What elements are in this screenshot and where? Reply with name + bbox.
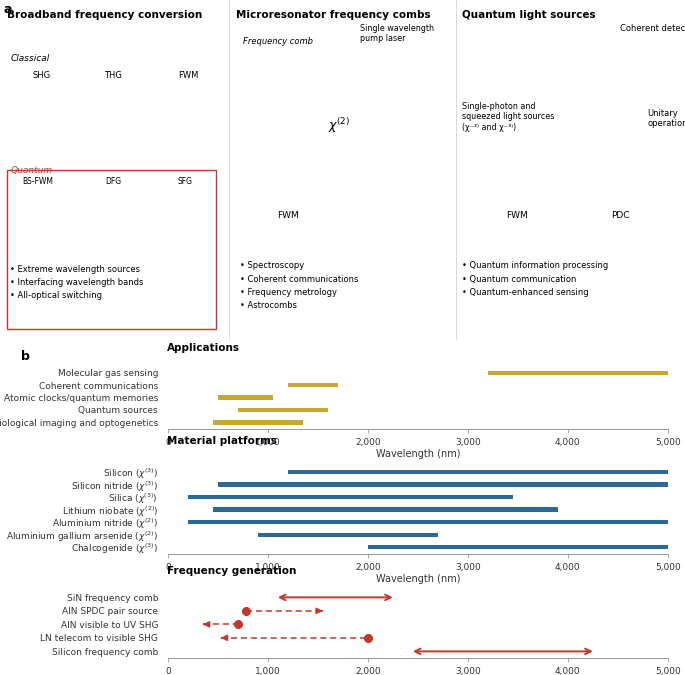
Bar [238, 408, 328, 412]
Text: SFG: SFG [177, 177, 192, 186]
Text: • Extreme wavelength sources
• Interfacing wavelength bands
• All-optical switch: • Extreme wavelength sources • Interfaci… [10, 265, 144, 300]
Text: $\chi^{(2)}$: $\chi^{(2)}$ [328, 116, 350, 135]
Text: Coherent detection: Coherent detection [620, 24, 685, 33]
Text: THG: THG [104, 72, 122, 80]
Text: Microresonator frequency combs: Microresonator frequency combs [236, 10, 431, 20]
Bar [288, 470, 668, 475]
Text: SHG: SHG [32, 72, 50, 80]
Text: Frequency generation: Frequency generation [167, 566, 296, 576]
Text: BS-FWM: BS-FWM [22, 177, 53, 186]
Text: PDC: PDC [610, 211, 630, 219]
Text: Quantum: Quantum [10, 166, 52, 176]
Bar [213, 421, 303, 425]
X-axis label: Wavelength (nm): Wavelength (nm) [375, 574, 460, 585]
Bar [488, 371, 668, 375]
Text: a: a [3, 3, 12, 16]
Text: Material platforms: Material platforms [167, 437, 277, 446]
Text: Single wavelength
pump laser: Single wavelength pump laser [360, 24, 434, 43]
Text: FWM: FWM [506, 211, 528, 219]
Bar [213, 508, 558, 512]
Text: • Quantum information processing
• Quantum communication
• Quantum-enhanced sens: • Quantum information processing • Quant… [462, 261, 609, 297]
Text: DFG: DFG [105, 177, 121, 186]
Bar [368, 545, 668, 549]
Text: FWM: FWM [178, 72, 199, 80]
Text: Applications: Applications [167, 343, 240, 353]
Text: Classical: Classical [10, 54, 49, 63]
Text: Unitary
operations: Unitary operations [647, 109, 685, 128]
Bar [188, 520, 668, 524]
Text: Single-photon and
squeezed light sources
(χ⁻²⁾ and χ⁻³⁾): Single-photon and squeezed light sources… [462, 102, 555, 132]
Text: FWM: FWM [277, 211, 299, 219]
Bar [7, 170, 216, 329]
Text: Broadband frequency conversion: Broadband frequency conversion [7, 10, 202, 20]
Bar [218, 396, 273, 400]
Text: Frequency comb: Frequency comb [243, 37, 313, 47]
Text: Quantum light sources: Quantum light sources [462, 10, 596, 20]
Bar [188, 495, 513, 500]
Text: • Spectroscopy
• Coherent communications
• Frequency metrology
• Astrocombs: • Spectroscopy • Coherent communications… [240, 261, 358, 310]
Bar [218, 483, 668, 487]
Text: b: b [21, 350, 29, 363]
X-axis label: Wavelength (nm): Wavelength (nm) [375, 450, 460, 460]
Bar [258, 533, 438, 537]
Bar [288, 383, 338, 387]
